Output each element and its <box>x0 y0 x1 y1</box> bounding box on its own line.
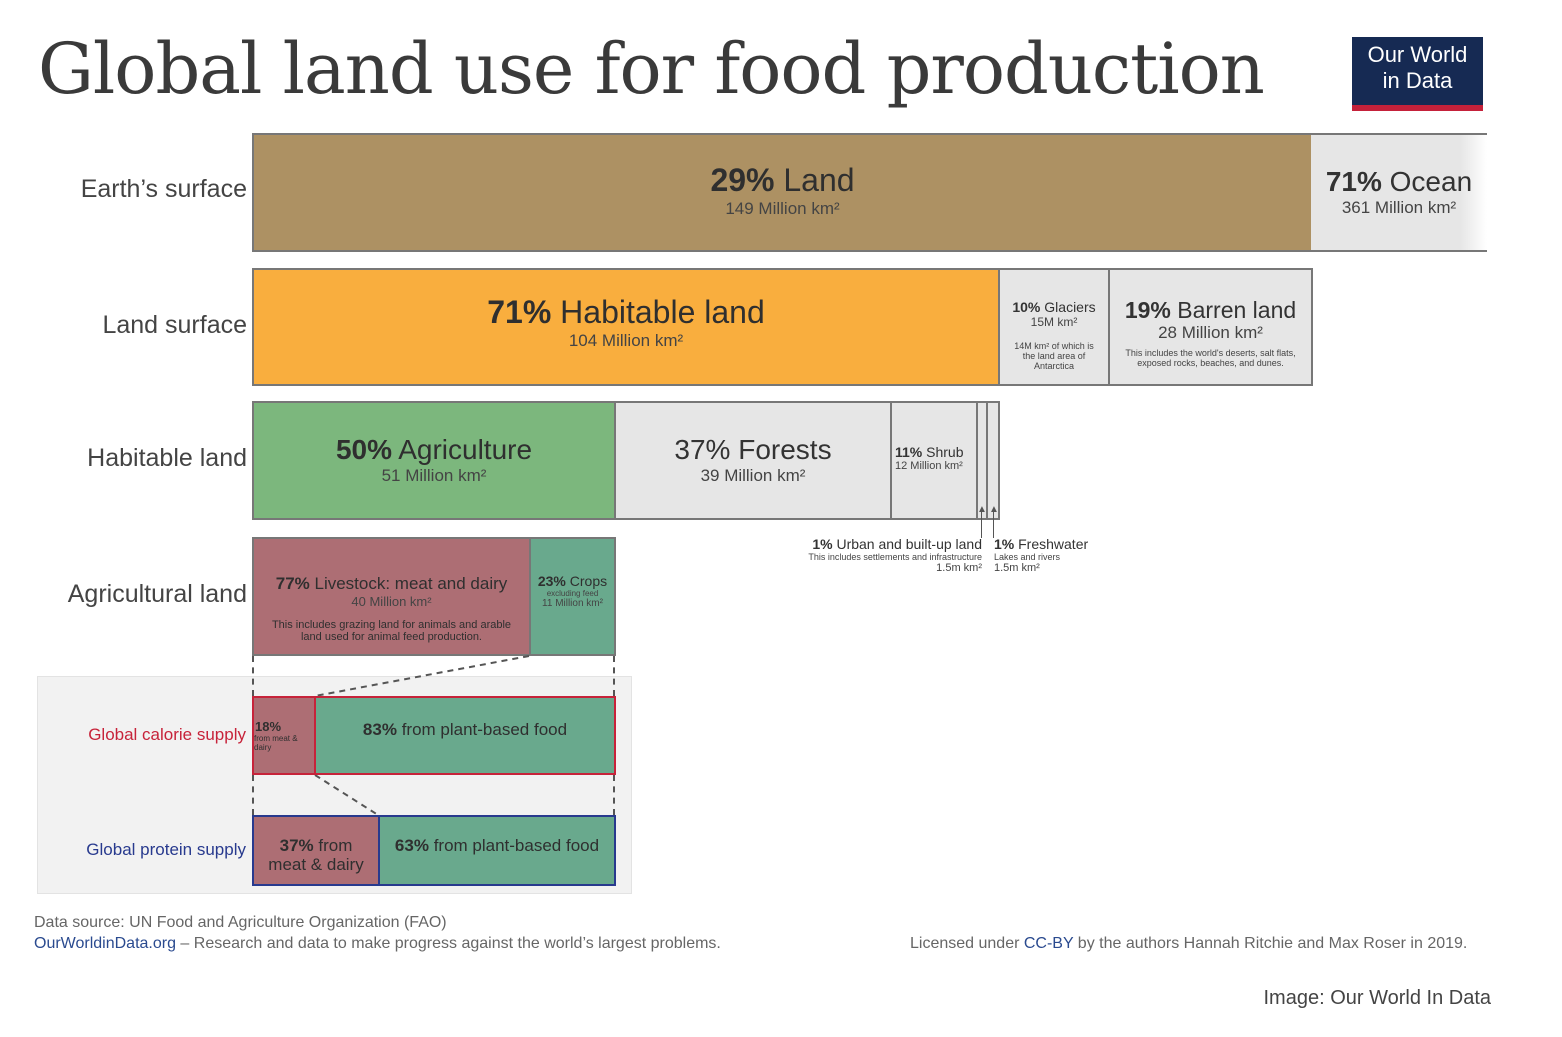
crops-label: Crops <box>569 573 608 589</box>
freshwater-area: 1.5m km² <box>994 562 1040 574</box>
owid-site-link[interactable]: OurWorldinData.org <box>34 935 176 952</box>
freshwater-pct: 1% <box>994 536 1015 552</box>
land-label: Land <box>783 162 855 198</box>
livestock-bar: 77% Livestock: meat and dairy 40 Million… <box>252 537 531 656</box>
livestock-label: Livestock: meat and dairy <box>314 574 508 593</box>
urban-arrow-icon: ▲ <box>977 504 987 515</box>
forests-area: 39 Million km² <box>700 466 806 486</box>
barren-area: 28 Million km² <box>1158 323 1263 343</box>
row-label-calorie: Global calorie supply <box>88 725 246 744</box>
freshwater-arrow-icon: ▲ <box>989 504 999 515</box>
glaciers-note: 14M km² of which is the land area of Ant… <box>1014 341 1094 372</box>
urban-arrow-line <box>981 508 982 538</box>
row-label-agricultural: Agricultural land <box>67 580 247 608</box>
image-credit: Image: Our World In Data <box>1263 987 1492 1009</box>
protein-meat-pct: 37% <box>279 836 314 855</box>
calorie-plant-label: from plant-based food <box>401 720 568 739</box>
connector-right-bottom <box>613 775 615 815</box>
logo-line2: in Data <box>1382 68 1453 93</box>
livestock-pct: 77% <box>275 574 310 593</box>
urban-callout: 1% Urban and built-up land This includes… <box>808 536 982 574</box>
crops-pct: 23% <box>537 573 566 589</box>
ocean-label: Ocean <box>1389 166 1473 197</box>
livestock-note: This includes grazing land for animals a… <box>271 618 512 643</box>
protein-plant-bar: 63% from plant-based food <box>378 815 616 886</box>
connector-left-bottom <box>252 775 254 815</box>
habitable-area: 104 Million km² <box>568 330 684 350</box>
connector-right-top <box>613 656 615 696</box>
shrub-label: Shrub <box>926 444 964 460</box>
calorie-meat-pct: 18% <box>255 719 282 734</box>
urban-label: Urban and built-up land <box>836 536 982 552</box>
calorie-plant-bar: 83% from plant-based food <box>314 696 616 775</box>
agriculture-bar: 50% Agriculture 51 Million km² <box>252 401 616 520</box>
license-pre: Licensed under <box>910 935 1024 952</box>
protein-meat-bar: 37% from meat & dairy <box>252 815 380 886</box>
forests-bar: 37% Forests 39 Million km² <box>614 401 892 520</box>
crops-sub: excluding feed <box>546 589 599 599</box>
barren-land-bar: 19% Barren land 28 Million km² This incl… <box>1108 268 1313 386</box>
crops-bar: 23% Crops excluding feed 11 Million km² <box>529 537 616 656</box>
shrub-bar: 11% Shrub 12 Million km² <box>890 401 978 520</box>
glaciers-area: 15M km² <box>1030 315 1078 330</box>
barren-label: Barren land <box>1177 297 1297 323</box>
protein-meat-label: from meat & dairy <box>268 836 364 874</box>
land-pct: 29% <box>710 162 775 198</box>
connector-left-top <box>252 656 254 696</box>
crops-area: 11 Million km² <box>542 598 603 610</box>
license-post: by the authors Hannah Ritchie and Max Ro… <box>1073 935 1468 952</box>
urban-area: 1.5m km² <box>936 562 982 574</box>
land-bar: 29% Land 149 Million km² <box>252 133 1313 252</box>
freshwater-callout: 1% Freshwater Lakes and rivers 1.5m km² <box>994 536 1088 574</box>
calorie-meat-label: from meat & dairy <box>254 734 298 752</box>
agriculture-pct: 50% <box>335 434 392 465</box>
glaciers-pct: 10% <box>1012 299 1041 315</box>
row-label-earth: Earth’s surface <box>80 175 247 203</box>
urban-note: This includes settlements and infrastruc… <box>808 552 982 562</box>
page-title: Global land use for food production <box>38 28 1265 110</box>
calorie-plant-pct: 83% <box>362 720 397 739</box>
owid-logo[interactable]: Our World in Data <box>1352 37 1483 111</box>
row-label-habitable: Habitable land <box>87 444 247 472</box>
land-area: 149 Million km² <box>725 198 840 218</box>
ocean-pct: 71% <box>1325 166 1382 197</box>
shrub-pct: 11% <box>895 444 923 460</box>
urban-pct: 1% <box>812 536 833 552</box>
glaciers-label: Glaciers <box>1044 299 1096 315</box>
barren-pct: 19% <box>1124 297 1171 323</box>
ocean-bar: 71% Ocean 361 Million km² <box>1311 133 1487 252</box>
barren-note: This includes the world's deserts, salt … <box>1125 348 1296 369</box>
agriculture-label: Agriculture <box>398 434 533 465</box>
row-label-land: Land surface <box>102 311 247 339</box>
footer-tagline: – Research and data to make progress aga… <box>175 935 721 952</box>
footer-license: Licensed under CC-BY by the authors Hann… <box>910 935 1467 953</box>
ocean-area: 361 Million km² <box>1341 198 1457 218</box>
freshwater-label: Freshwater <box>1018 536 1089 552</box>
freshwater-note: Lakes and rivers <box>994 552 1061 562</box>
logo-line1: Our World <box>1367 42 1468 67</box>
habitable-pct: 71% <box>487 294 552 330</box>
agriculture-area: 51 Million km² <box>381 466 487 486</box>
livestock-area: 40 Million km² <box>351 593 432 609</box>
protein-plant-label: from plant-based food <box>433 836 600 855</box>
calorie-meat-bar: 18% from meat & dairy <box>252 696 316 775</box>
freshwater-arrow-line <box>993 508 994 538</box>
cc-by-link[interactable]: CC-BY <box>1023 935 1074 952</box>
forests-label: Forests <box>738 434 832 465</box>
shrub-area: 12 Million km² <box>895 460 963 473</box>
habitable-land-bar: 71% Habitable land 104 Million km² <box>252 268 1000 386</box>
row-label-protein: Global protein supply <box>86 840 246 859</box>
protein-plant-pct: 63% <box>394 836 429 855</box>
footer-source: Data source: UN Food and Agriculture Org… <box>34 914 447 931</box>
footer-site-line: OurWorldinData.org – Research and data t… <box>34 935 721 953</box>
habitable-label: Habitable land <box>560 294 765 330</box>
forests-pct: 37% <box>674 434 731 465</box>
